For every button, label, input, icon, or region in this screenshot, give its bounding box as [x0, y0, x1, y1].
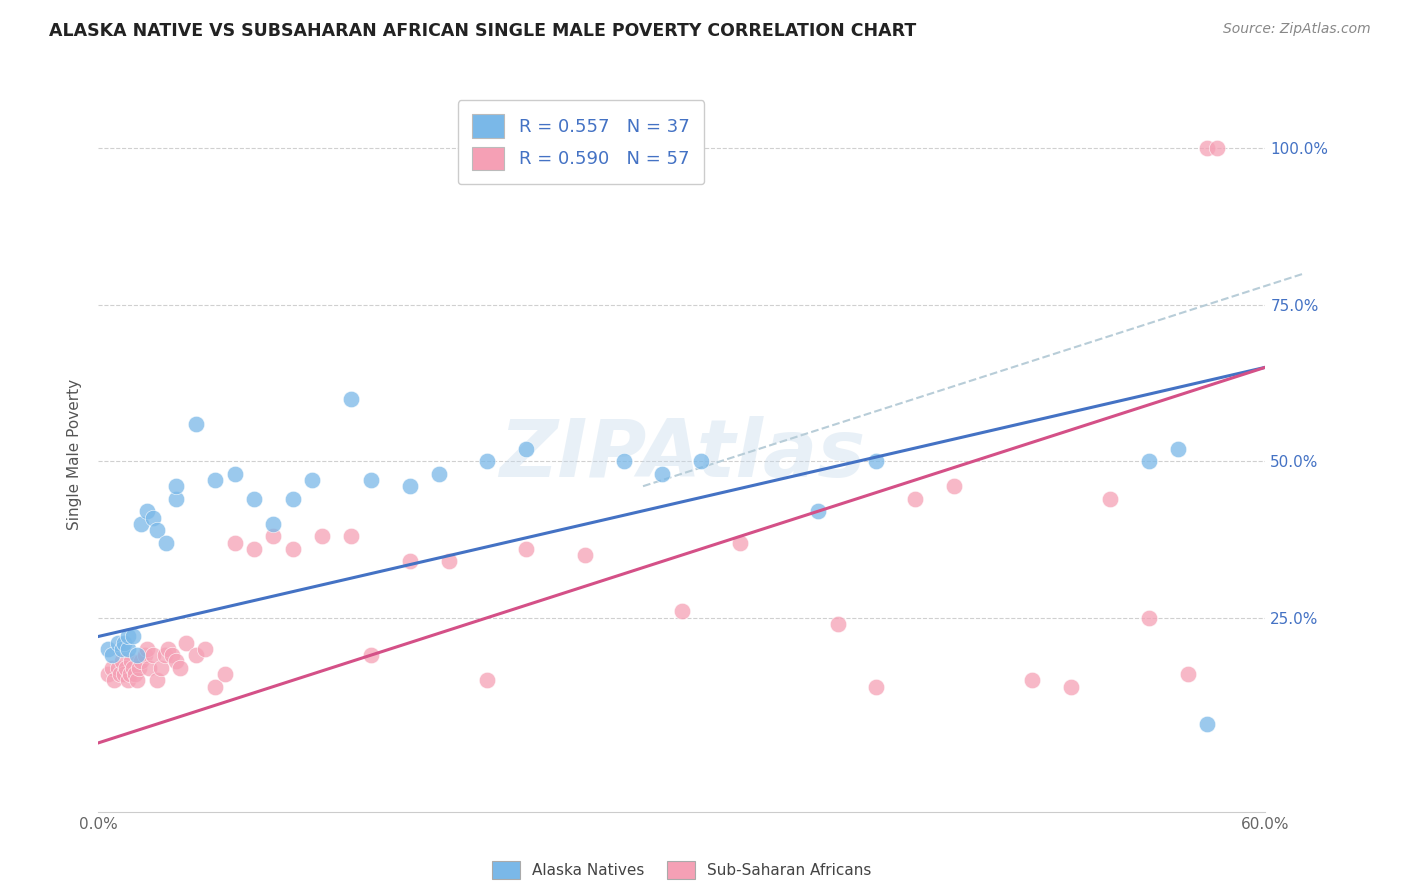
Point	[827, 616, 849, 631]
Point	[128, 661, 150, 675]
Point	[174, 636, 197, 650]
Point	[112, 667, 135, 681]
Point	[111, 655, 134, 669]
Point	[807, 504, 830, 518]
Point	[398, 479, 420, 493]
Point	[301, 473, 323, 487]
Point	[574, 548, 596, 562]
Point	[108, 667, 131, 681]
Point	[121, 655, 143, 669]
Point	[651, 467, 673, 481]
Legend: Alaska Natives, Sub-Saharan Africans: Alaska Natives, Sub-Saharan Africans	[485, 854, 879, 886]
Point	[1137, 454, 1160, 468]
Point	[136, 504, 159, 518]
Point	[136, 642, 159, 657]
Point	[142, 510, 165, 524]
Point	[127, 673, 149, 688]
Point	[184, 648, 207, 663]
Point	[515, 541, 537, 556]
Point	[107, 661, 129, 675]
Point	[142, 648, 165, 663]
Point	[398, 554, 420, 568]
Point	[204, 680, 226, 694]
Point	[138, 661, 160, 675]
Point	[122, 630, 145, 644]
Point	[127, 648, 149, 663]
Point	[360, 648, 382, 663]
Point	[1137, 610, 1160, 624]
Point	[243, 541, 266, 556]
Point	[117, 642, 139, 657]
Point	[690, 454, 713, 468]
Point	[114, 661, 136, 675]
Point	[360, 473, 382, 487]
Point	[437, 554, 460, 568]
Point	[124, 667, 146, 681]
Text: ZIPAtlas: ZIPAtlas	[499, 416, 865, 494]
Point	[340, 529, 363, 543]
Point	[224, 467, 246, 481]
Point	[1195, 141, 1218, 155]
Point	[204, 473, 226, 487]
Point	[214, 667, 236, 681]
Point	[243, 491, 266, 506]
Point	[101, 648, 124, 663]
Y-axis label: Single Male Poverty: Single Male Poverty	[67, 379, 83, 531]
Point	[730, 535, 752, 549]
Point	[155, 535, 177, 549]
Point	[477, 673, 499, 688]
Point	[311, 529, 333, 543]
Text: ALASKA NATIVE VS SUBSAHARAN AFRICAN SINGLE MALE POVERTY CORRELATION CHART: ALASKA NATIVE VS SUBSAHARAN AFRICAN SING…	[49, 22, 917, 40]
Point	[904, 491, 927, 506]
Point	[194, 642, 217, 657]
Point	[865, 454, 887, 468]
Point	[184, 417, 207, 431]
Point	[146, 673, 169, 688]
Point	[1098, 491, 1121, 506]
Point	[97, 667, 120, 681]
Point	[943, 479, 966, 493]
Point	[129, 516, 152, 531]
Point	[112, 636, 135, 650]
Point	[149, 661, 172, 675]
Point	[1177, 667, 1199, 681]
Point	[97, 642, 120, 657]
Point	[262, 516, 284, 531]
Text: Source: ZipAtlas.com: Source: ZipAtlas.com	[1223, 22, 1371, 37]
Point	[165, 491, 187, 506]
Point	[1060, 680, 1083, 694]
Point	[134, 648, 156, 663]
Point	[1195, 717, 1218, 731]
Point	[340, 392, 363, 406]
Point	[117, 630, 139, 644]
Point	[1205, 141, 1227, 155]
Point	[224, 535, 246, 549]
Point	[427, 467, 450, 481]
Point	[103, 673, 125, 688]
Point	[515, 442, 537, 456]
Point	[671, 604, 693, 618]
Point	[165, 655, 187, 669]
Point	[146, 523, 169, 537]
Point	[1167, 442, 1189, 456]
Point	[865, 680, 887, 694]
Point	[122, 661, 145, 675]
Point	[613, 454, 636, 468]
Point	[477, 454, 499, 468]
Point	[118, 667, 141, 681]
Point	[117, 673, 139, 688]
Point	[162, 648, 184, 663]
Point	[129, 655, 152, 669]
Point	[101, 661, 124, 675]
Point	[107, 636, 129, 650]
Point	[153, 648, 176, 663]
Point	[281, 541, 304, 556]
Point	[169, 661, 191, 675]
Point	[281, 491, 304, 506]
Point	[165, 479, 187, 493]
Point	[157, 642, 180, 657]
Point	[1021, 673, 1043, 688]
Point	[262, 529, 284, 543]
Point	[111, 642, 134, 657]
